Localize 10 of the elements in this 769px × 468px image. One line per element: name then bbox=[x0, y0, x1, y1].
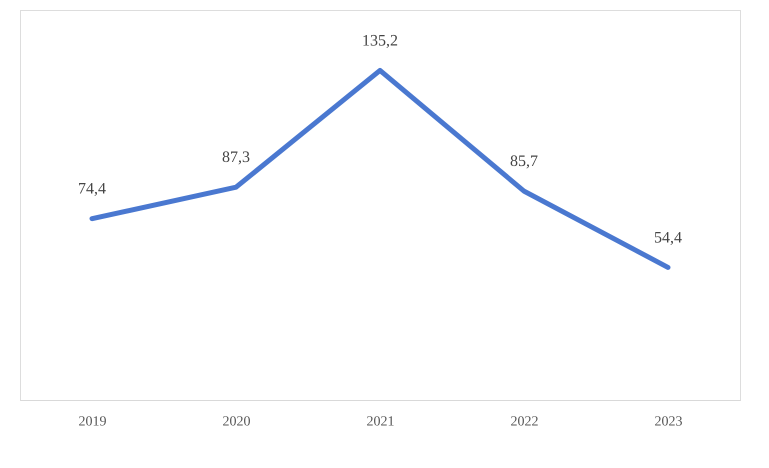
data-label: 85,7 bbox=[510, 153, 538, 170]
data-label: 54,4 bbox=[654, 229, 682, 246]
x-tick-label: 2019 bbox=[78, 414, 106, 430]
x-tick-label: 2020 bbox=[222, 414, 250, 430]
data-label: 135,2 bbox=[362, 32, 398, 50]
x-tick-label: 2023 bbox=[654, 414, 682, 430]
data-label: 87,3 bbox=[222, 149, 250, 166]
data-label: 74,4 bbox=[78, 180, 106, 198]
x-tick-label: 2021 bbox=[366, 414, 394, 430]
x-tick-label: 2022 bbox=[510, 414, 538, 430]
